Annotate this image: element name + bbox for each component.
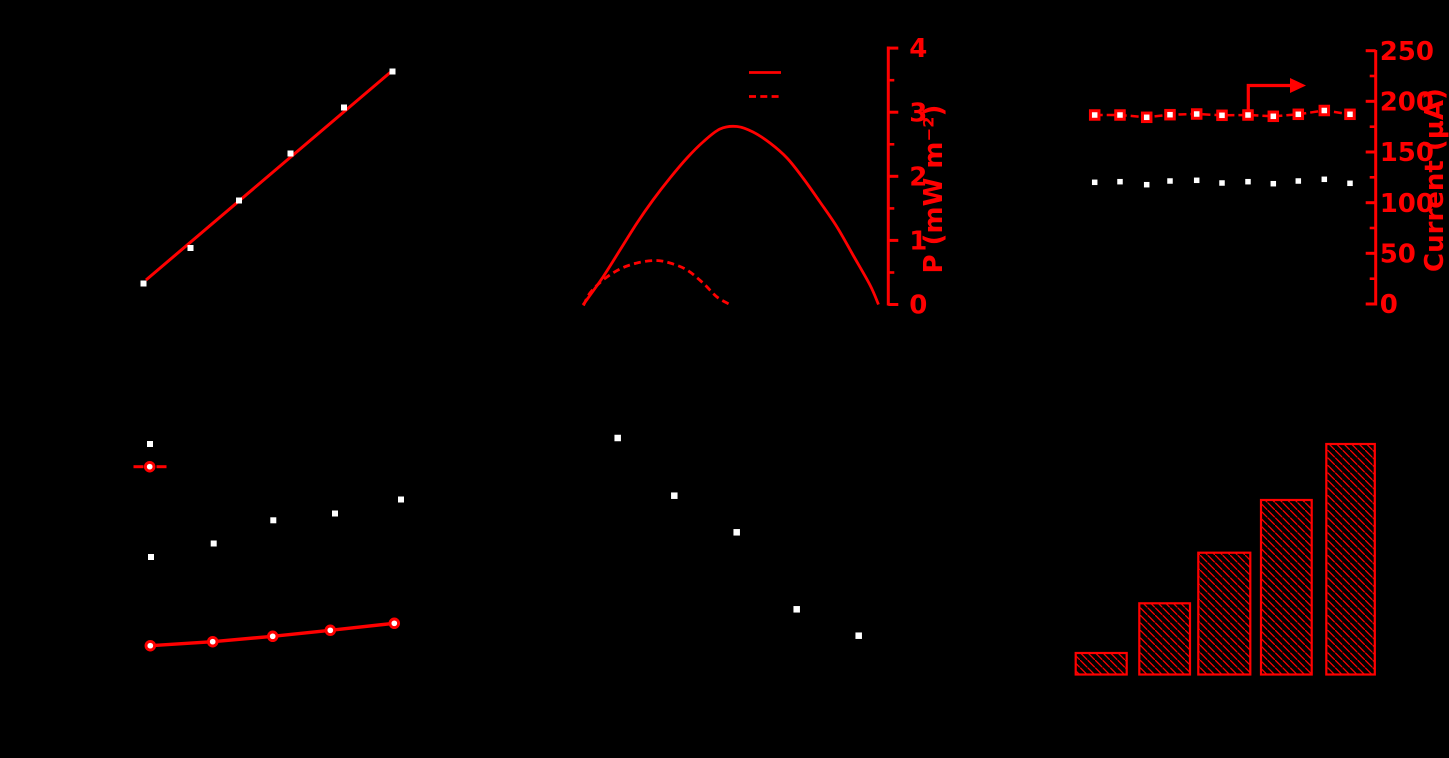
tick-label: 100 [1380,189,1434,219]
tick-label: 3 [909,98,927,128]
panel-top-center: 0 1 2 3 4 P (mW m⁻²) [581,34,949,321]
white-squares [148,496,404,560]
right-axis-pointer-line [1246,83,1291,113]
axis-label: Current (µA) [1420,88,1449,272]
tick-label: 4 [909,34,927,64]
bar-1 [1074,651,1128,676]
bar-2 [1138,602,1192,676]
data-white-squares [140,68,396,287]
tick-label: 200 [1380,87,1434,117]
P-curve-solid [581,124,880,306]
P-curve-dashed [582,259,731,307]
linear-fit-line [145,69,394,282]
panel-bottom-left-legend [133,441,167,473]
tick-label: 2 [909,162,927,192]
right-axis: 0 50 100 150 200 250 Current (µA) [1365,37,1449,320]
tick-label: 50 [1380,239,1416,269]
tick-label: 0 [1380,290,1398,320]
current-red-open-squares [1088,104,1356,124]
panel-top-center-legend [749,71,781,98]
panel-bottom-center [614,434,862,639]
axis-label: P (mW m⁻²) [919,105,949,274]
right-axis-pointer-arrowhead [1290,78,1306,93]
tick-label: 250 [1380,37,1434,67]
white-squares [1091,176,1353,188]
bar-5 [1325,442,1376,676]
legend-red-circle-sample [143,460,156,473]
tick-label: 150 [1380,138,1434,168]
panel-top-right: 0 50 100 150 200 250 Current (µA) [1088,37,1449,320]
panel-top-left [140,68,396,287]
legend-white-square-sample [147,441,153,447]
bar-3 [1197,551,1252,676]
white-squares [614,434,862,639]
bar-4 [1259,498,1313,676]
red-open-circles [144,617,401,652]
panel-bottom-right [1074,442,1376,676]
right-axis: 0 1 2 3 4 P (mW m⁻²) [886,34,949,321]
tick-label: 0 [909,291,927,321]
tick-label: 1 [909,227,927,257]
panel-bottom-left [133,441,404,652]
